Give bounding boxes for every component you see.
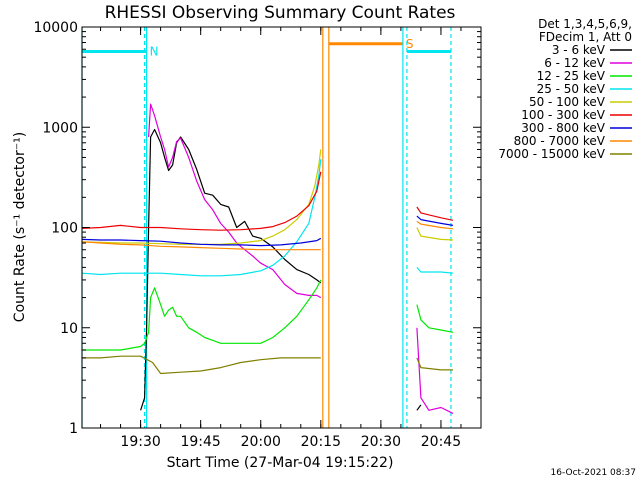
flag-label-s: S [406,37,414,51]
x-tick-label: 19:30 [120,434,160,450]
y-tick-label: 100 [51,221,78,237]
series-line-50-100-kev-2 [416,227,454,241]
x-tick-label: 20:00 [241,434,281,450]
series-line-50-100-kev-1 [81,149,322,245]
y-tick-label: 10000 [33,20,78,36]
series-line-25-50-kev-1 [81,159,322,277]
series-line-3-6-kev-2 [416,404,422,411]
series-line-12-25-kev-1 [82,279,322,351]
x-tick-label: 20:30 [361,434,401,450]
legend-label-50-100-kev: 50 - 100 keV [529,95,606,109]
series-line-7000-15000-kev-2 [416,357,453,371]
legend-label-800-7000-kev: 800 - 7000 keV [514,134,606,148]
series-line-25-50-kev-2 [416,267,454,274]
series-line-12-25-kev-2 [416,304,454,333]
series-line-300-800-kev-1 [81,237,322,247]
legend-label-300-800-kev: 300 - 800 keV [521,121,605,135]
legend-label-12-25-kev: 12 - 25 keV [537,69,606,83]
series-line-6-12-kev-1 [148,103,322,299]
legend-header-line-1: Det 1,3,4,5,6,9, [538,17,632,31]
legend-label-3-6-kev: 3 - 6 keV [552,43,606,57]
series-line-100-300-kev-1 [81,171,322,231]
legend-label-25-50-kev: 25 - 50 keV [537,82,606,96]
series-line-6-12-kev-2 [416,327,454,414]
flag-label-n: N [150,44,159,58]
x-axis-label: Start Time (27-Mar-04 19:15:22) [167,455,394,471]
series-lines [81,103,454,414]
footer-date: 16-Oct-2021 08:37 [551,468,636,478]
legend-header-line-2: FDecim 1, Att 0 [539,30,632,44]
series-line-800-7000-kev-2 [416,220,454,230]
y-axis-ticks: 1 10 100 1000 10000 [33,20,481,437]
x-tick-label: 20:45 [421,434,461,450]
y-axis-label: Count Rate (s⁻¹ detector⁻¹) [12,132,28,322]
series-line-800-7000-kev-1 [81,241,321,251]
legend-label-7000-15000-kev: 7000 - 15000 keV [498,147,605,161]
series-line-300-800-kev-2 [416,215,454,226]
x-tick-label: 19:45 [180,434,220,450]
legend-label-100-300-kev: 100 - 300 keV [521,108,605,122]
series-line-3-6-kev-1 [140,128,322,411]
flag-bars: NS [82,37,451,58]
y-tick-label: 1000 [42,120,78,136]
legend-label-6-12-kev: 6 - 12 keV [544,56,606,70]
series-line-100-300-kev-2 [416,206,454,221]
series-line-7000-15000-kev-1 [82,355,321,375]
y-tick-label: 1 [69,421,78,437]
chart-title: RHESSI Observing Summary Count Rates [105,3,456,23]
x-tick-label: 20:15 [301,434,341,450]
y-tick-label: 10 [60,321,78,337]
x-axis-ticks: 19:30 19:45 20:00 20:15 20:30 20:45 [100,27,482,450]
